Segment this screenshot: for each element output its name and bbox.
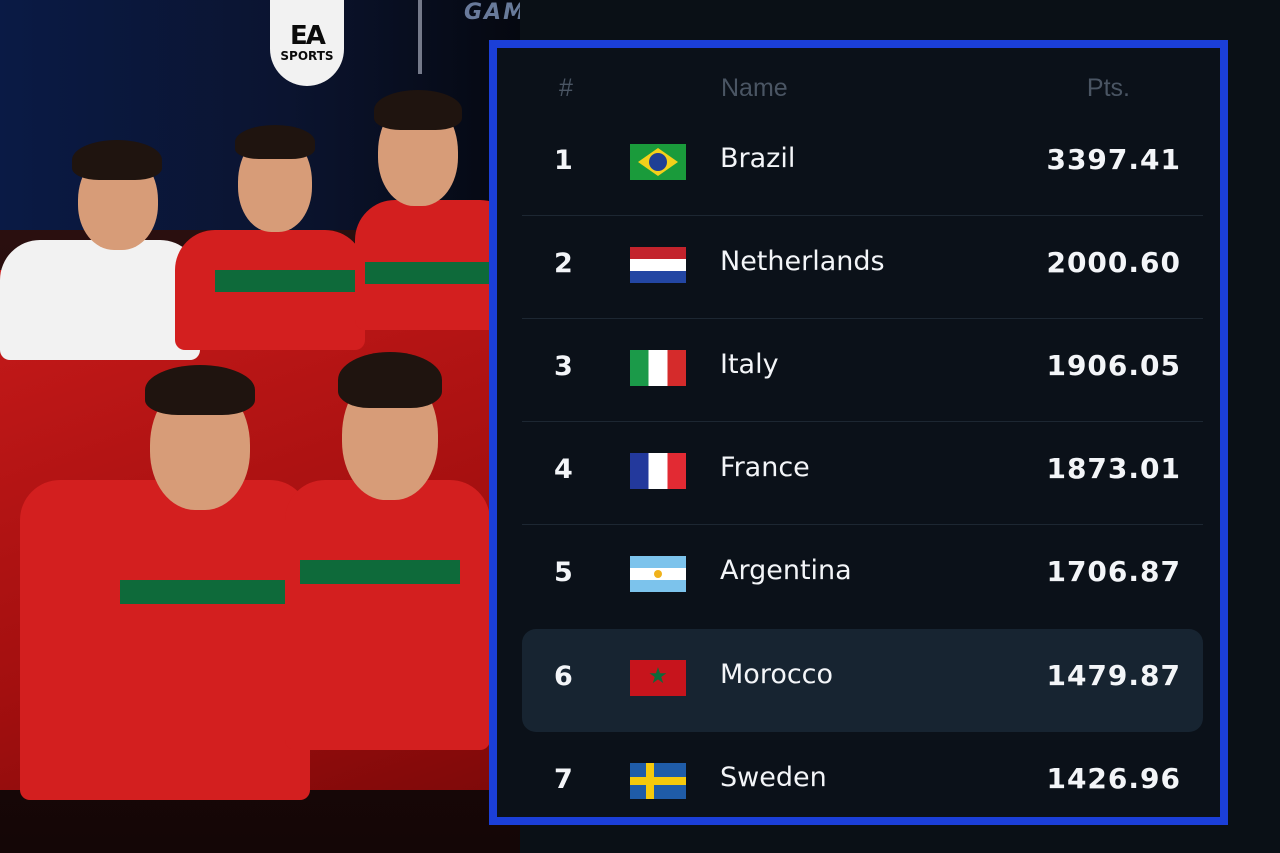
leaderboard-row: 3 Italy 1906.05 bbox=[522, 319, 1203, 422]
rank-number: 3 bbox=[554, 351, 573, 382]
brazil-flag-icon bbox=[630, 144, 686, 180]
argentina-flag-icon bbox=[630, 556, 686, 592]
shirt-stripe bbox=[215, 270, 355, 292]
row-divider bbox=[522, 215, 1203, 216]
leaderboard-row: 1 Brazil 3397.41 bbox=[522, 113, 1203, 216]
shirt-stripe bbox=[300, 560, 460, 584]
country-name: Sweden bbox=[720, 762, 827, 793]
italy-flag-icon bbox=[630, 350, 686, 386]
shirt-stripe bbox=[365, 262, 505, 284]
country-name: Argentina bbox=[720, 555, 852, 586]
leaderboard-row-highlighted: 6 ★ Morocco 1479.87 bbox=[522, 629, 1203, 732]
rank-number: 7 bbox=[554, 764, 573, 795]
leaderboard-row: 5 Argentina 1706.87 bbox=[522, 525, 1203, 628]
points-value: 1426.96 bbox=[1046, 762, 1181, 795]
leaderboard-header: # Name Pts. bbox=[497, 74, 1220, 114]
leaderboard-panel: # Name Pts. 1 Brazil 3397.41 2 Netherlan… bbox=[489, 40, 1228, 825]
points-value: 3397.41 bbox=[1046, 143, 1181, 176]
player-shirt bbox=[20, 480, 310, 800]
points-value: 1906.05 bbox=[1046, 349, 1181, 382]
rank-number: 1 bbox=[554, 145, 573, 176]
stage-pole bbox=[418, 0, 422, 74]
rank-column-header: # bbox=[559, 74, 573, 102]
logo-sports-text: SPORTS bbox=[280, 49, 334, 63]
name-column-header: Name bbox=[721, 74, 788, 102]
player-hair bbox=[145, 365, 255, 415]
row-divider bbox=[522, 318, 1203, 319]
ea-sports-logo: EA SPORTS bbox=[270, 0, 344, 86]
banner-text: GAMING bbox=[464, 0, 520, 25]
country-name: Brazil bbox=[720, 143, 796, 174]
points-value: 1706.87 bbox=[1046, 555, 1181, 588]
player-hair bbox=[374, 90, 462, 130]
morocco-flag-icon: ★ bbox=[630, 660, 686, 696]
team-photo: EA SPORTS GAMING bbox=[0, 0, 520, 853]
row-divider bbox=[522, 421, 1203, 422]
leaderboard-row: 2 Netherlands 2000.60 bbox=[522, 216, 1203, 319]
country-name: France bbox=[720, 452, 810, 483]
sweden-flag-icon bbox=[630, 763, 686, 799]
shirt-stripe bbox=[120, 580, 300, 604]
row-divider bbox=[522, 524, 1203, 525]
player-shirt bbox=[0, 240, 200, 360]
points-value: 1479.87 bbox=[1046, 659, 1181, 692]
leaderboard-row: 7 Sweden 1426.96 bbox=[522, 732, 1203, 835]
rank-number: 2 bbox=[554, 248, 573, 279]
netherlands-flag-icon bbox=[630, 247, 686, 283]
player-hair bbox=[72, 140, 162, 180]
rank-number: 5 bbox=[554, 557, 573, 588]
rank-number: 6 bbox=[554, 661, 573, 692]
player-shirt bbox=[285, 480, 490, 750]
player-hair bbox=[338, 352, 442, 408]
logo-ea-text: EA bbox=[290, 21, 326, 51]
points-value: 2000.60 bbox=[1046, 246, 1181, 279]
country-name: Italy bbox=[720, 349, 779, 380]
rank-number: 4 bbox=[554, 454, 573, 485]
player-hair bbox=[235, 125, 315, 159]
leaderboard-row: 4 France 1873.01 bbox=[522, 422, 1203, 525]
country-name: Netherlands bbox=[720, 246, 885, 277]
country-name: Morocco bbox=[720, 659, 834, 690]
points-column-header: Pts. bbox=[1086, 74, 1130, 102]
france-flag-icon bbox=[630, 453, 686, 489]
points-value: 1873.01 bbox=[1046, 452, 1181, 485]
